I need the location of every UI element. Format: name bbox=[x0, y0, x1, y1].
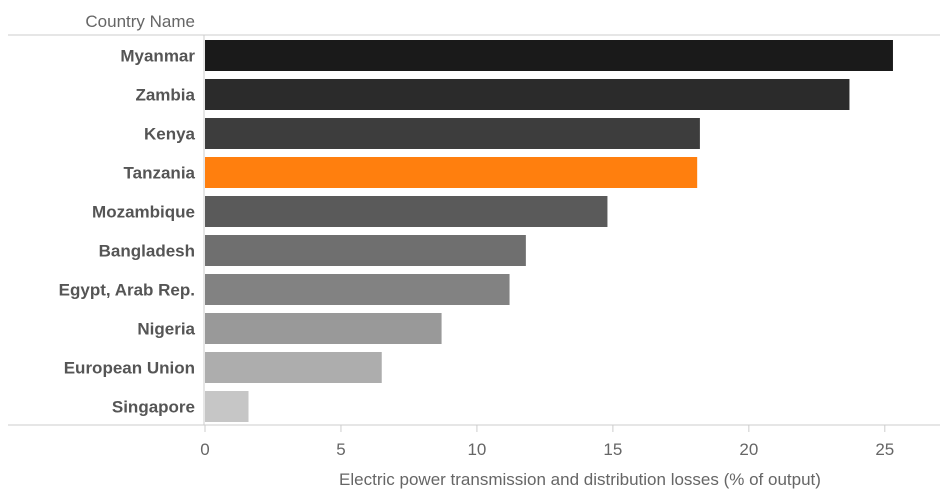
bar-singapore bbox=[205, 391, 249, 422]
bar-bangladesh bbox=[205, 235, 526, 266]
category-label-bangladesh: Bangladesh bbox=[99, 242, 195, 261]
bar-kenya bbox=[205, 118, 700, 149]
category-label-tanzania: Tanzania bbox=[124, 164, 196, 183]
bar-zambia bbox=[205, 79, 850, 110]
category-label-european-union: European Union bbox=[64, 359, 195, 378]
category-label-singapore: Singapore bbox=[112, 398, 195, 417]
x-tick-label-0: 0 bbox=[200, 440, 209, 459]
x-tick-label-20: 20 bbox=[739, 440, 758, 459]
x-axis-title: Electric power transmission and distribu… bbox=[339, 470, 821, 489]
category-label-nigeria: Nigeria bbox=[137, 320, 195, 339]
bar-nigeria bbox=[205, 313, 442, 344]
x-tick-label-25: 25 bbox=[875, 440, 894, 459]
category-label-kenya: Kenya bbox=[144, 125, 196, 144]
category-label-zambia: Zambia bbox=[135, 86, 195, 105]
x-tick-label-10: 10 bbox=[467, 440, 486, 459]
bar-european-union bbox=[205, 352, 382, 383]
x-tick-label-15: 15 bbox=[603, 440, 622, 459]
category-label-mozambique: Mozambique bbox=[92, 203, 195, 222]
bar-tanzania bbox=[205, 157, 698, 188]
category-labels: Myanmar Zambia Kenya Tanzania Mozambique Bang… bbox=[59, 47, 196, 417]
bar-egypt-arab-rep bbox=[205, 274, 510, 305]
bar-mozambique bbox=[205, 196, 608, 227]
x-ticks: 0 5 10 15 20 25 bbox=[200, 425, 894, 459]
category-label-myanmar: Myanmar bbox=[120, 47, 195, 66]
x-tick-label-5: 5 bbox=[336, 440, 345, 459]
row-header: Country Name bbox=[85, 12, 195, 31]
bar-myanmar bbox=[205, 40, 893, 71]
bars-group bbox=[205, 40, 893, 422]
category-label-egypt-arab-rep: Egypt, Arab Rep. bbox=[59, 281, 195, 300]
